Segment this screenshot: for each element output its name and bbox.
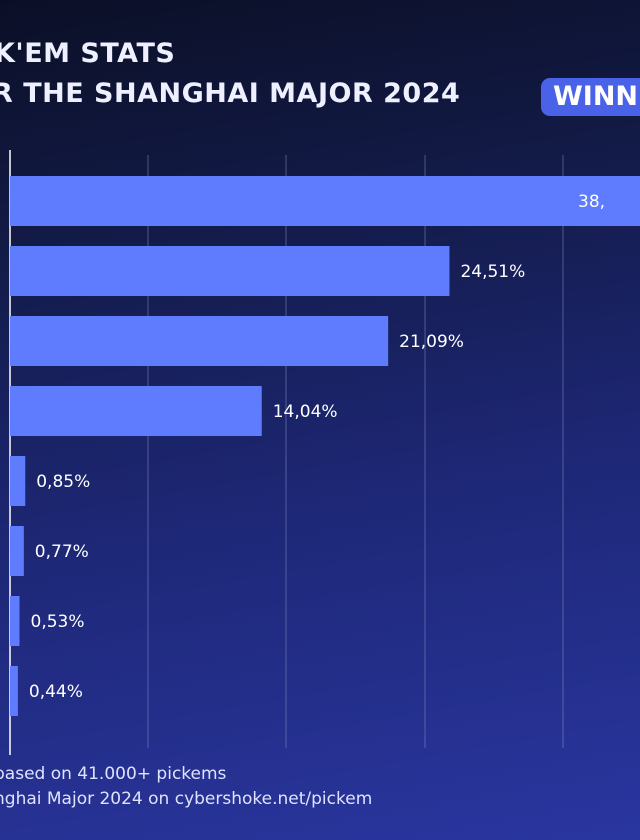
footer-line-2: nghai Major 2024 on cybershoke.net/picke…: [0, 789, 373, 809]
bar: [10, 456, 26, 506]
bar: [10, 526, 24, 576]
bar: [10, 246, 450, 296]
data-label: 0,77%: [35, 542, 89, 562]
bar: [10, 666, 18, 716]
data-label: 14,04%: [273, 402, 338, 422]
data-label: 0,53%: [31, 612, 85, 632]
data-label: 0,85%: [36, 472, 90, 492]
winner-badge: WINN: [541, 78, 640, 116]
bar: [10, 176, 640, 226]
data-label: 21,09%: [399, 332, 464, 352]
bar: [10, 596, 20, 646]
data-label: 24,51%: [460, 262, 525, 282]
data-label: 38,: [578, 192, 605, 212]
data-label: 0,44%: [29, 682, 83, 702]
title-line-2: R THE SHANGHAI MAJOR 2024: [0, 78, 461, 109]
bar: [10, 316, 389, 366]
title-line-1: K'EM STATS: [0, 38, 176, 69]
footer-line-1: based on 41.000+ pickems: [0, 764, 227, 784]
bar: [10, 386, 262, 436]
